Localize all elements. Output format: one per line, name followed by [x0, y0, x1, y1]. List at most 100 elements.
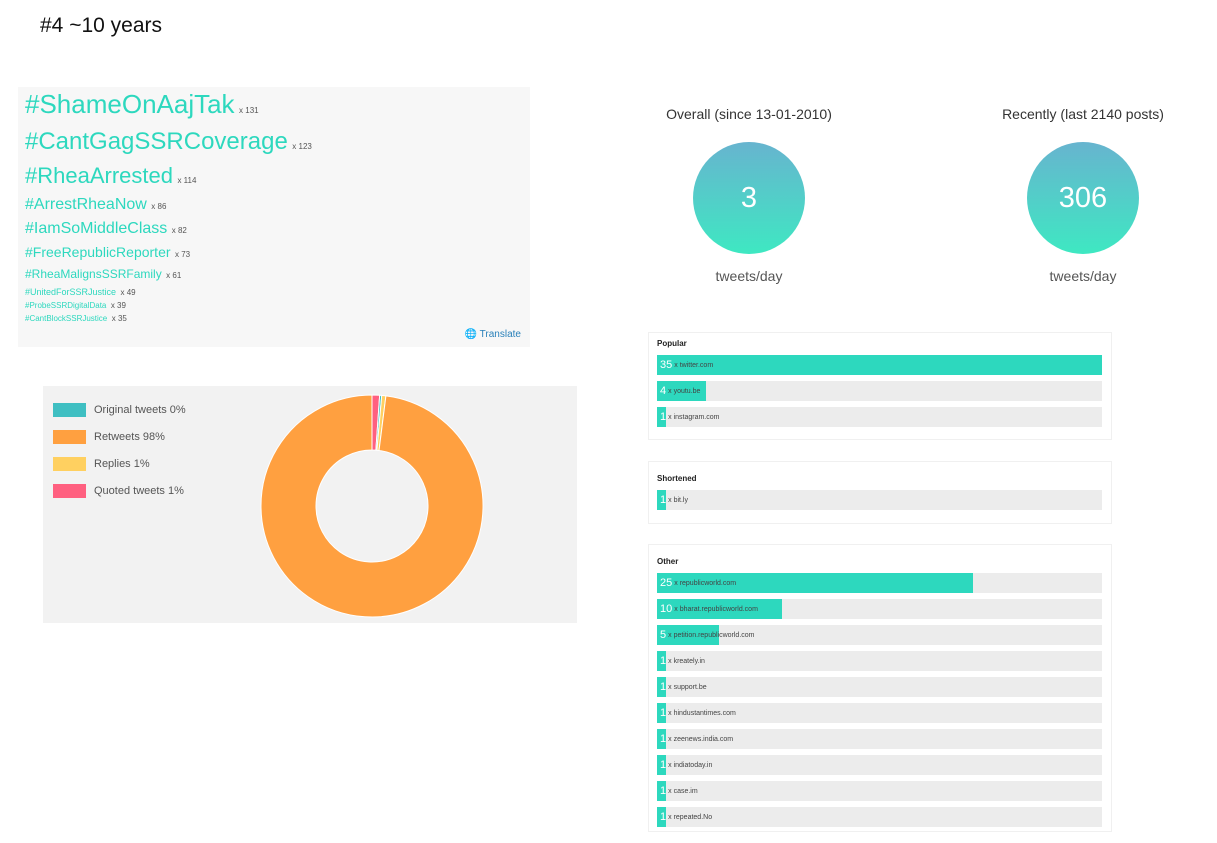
- domain-bar-fill: [657, 807, 666, 827]
- legend-swatch-original: [53, 402, 86, 417]
- domain-count: 1: [660, 759, 667, 771]
- domain-name[interactable]: x repeated.No: [668, 813, 713, 821]
- hashtag-count: x 61: [166, 271, 182, 280]
- hashtag-count: x 73: [174, 250, 191, 259]
- stat-recent: Recently (last 2140 posts) 306 tweets/da…: [973, 106, 1193, 284]
- hashtag-label[interactable]: #ShameOnAajTak: [25, 89, 235, 119]
- domain-count: 1: [660, 733, 667, 745]
- legend-label: Replies 1%: [94, 457, 150, 470]
- hashtag-item[interactable]: #ArrestRheaNow x 86: [25, 196, 166, 214]
- hashtag-label[interactable]: #CantBlockSSRJustice: [25, 314, 108, 323]
- hashtag-item[interactable]: #RheaMalignsSSRFamily x 61: [25, 265, 181, 283]
- domain-bar-fill: [657, 381, 706, 401]
- domain-name[interactable]: x bit.ly: [668, 496, 688, 504]
- domain-row[interactable]: 10 x bharat.republicworld.com: [657, 599, 1102, 619]
- panel-title: Other: [657, 557, 679, 566]
- hashtag-label[interactable]: #UnitedForSSRJustice: [25, 287, 117, 297]
- hashtag-label[interactable]: #IamSoMiddleClass: [25, 220, 168, 237]
- domain-count: 1: [660, 494, 667, 506]
- hashtag-count: x 123: [292, 142, 312, 151]
- domain-count: 1: [660, 655, 667, 667]
- domain-name[interactable]: x petition.republicworld.com: [668, 631, 755, 639]
- domain-bar-fill: [657, 599, 782, 619]
- hashtag-item[interactable]: #IamSoMiddleClass x 82: [25, 220, 187, 238]
- hashtag-label[interactable]: #CantGagSSRCoverage: [25, 128, 288, 155]
- domain-bar-fill: [657, 729, 666, 749]
- domain-row[interactable]: 25 x republicworld.com: [657, 573, 1102, 593]
- domain-bar-fill: [657, 625, 720, 645]
- stat-overall-value: 3: [740, 181, 758, 214]
- domain-name[interactable]: x kreately.in: [668, 657, 705, 665]
- hashtag-item[interactable]: #ShameOnAajTak x 131: [25, 89, 259, 120]
- domain-bar-fill: [657, 407, 666, 427]
- domain-name[interactable]: x indiatoday.in: [668, 761, 713, 769]
- domain-name[interactable]: x twitter.com: [674, 361, 714, 369]
- hashtag-item[interactable]: #ProbeSSRDigitalData x 39: [25, 295, 126, 313]
- hashtag-item[interactable]: #UnitedForSSRJustice x 49: [25, 282, 136, 300]
- domain-row-text: 25 x republicworld.com: [660, 573, 736, 593]
- domain-row[interactable]: 35 x twitter.com: [657, 355, 1102, 375]
- hashtag-label[interactable]: #RheaMalignsSSRFamily: [25, 267, 162, 281]
- hashtag-label[interactable]: #ArrestRheaNow: [25, 196, 147, 213]
- domain-bar-fill: [657, 573, 973, 593]
- chart-legend: Original tweets 0% Retweets 98% Replies …: [53, 396, 186, 504]
- domain-name[interactable]: x republicworld.com: [674, 579, 737, 587]
- hashtag-count: x 49: [120, 288, 136, 297]
- hashtag-count: x 131: [239, 106, 259, 115]
- legend-label: Retweets 98%: [94, 430, 165, 443]
- domain-name[interactable]: x youtu.be: [668, 387, 701, 395]
- domain-name[interactable]: x zeenews.india.com: [668, 735, 734, 743]
- hashtag-label[interactable]: #ProbeSSRDigitalData: [25, 301, 107, 310]
- domain-count: 35: [660, 359, 673, 371]
- hashtag-item[interactable]: #RheaArrested x 114: [25, 163, 196, 189]
- stat-recent-value: 306: [1058, 181, 1108, 214]
- legend-swatch-retweets: [53, 429, 86, 444]
- donut-slice-retweets[interactable]: [260, 394, 484, 618]
- domain-bar-fill: [657, 677, 666, 697]
- hashtag-item[interactable]: #FreeRepublicReporter x 73: [25, 244, 190, 262]
- hashtag-label[interactable]: #RheaArrested: [25, 163, 173, 188]
- domain-name[interactable]: x instagram.com: [668, 413, 720, 421]
- domain-count: 1: [660, 785, 667, 797]
- legend-item: Replies 1%: [53, 450, 186, 477]
- stat-recent-label: Recently (last 2140 posts): [1002, 106, 1164, 122]
- legend-swatch-quoted: [53, 483, 86, 498]
- domain-name[interactable]: x support.be: [668, 683, 707, 691]
- domains-other-panel: Other 25 x republicworld.com 10 x bharat.re…: [648, 544, 1112, 832]
- hashtag-item[interactable]: #CantGagSSRCoverage x 123: [25, 128, 312, 156]
- legend-label: Original tweets 0%: [94, 403, 186, 416]
- stat-overall: Overall (since 13-01-2010) 3 tweets/day: [639, 106, 859, 284]
- domain-bar-fill: [657, 781, 666, 801]
- translate-link[interactable]: 🌐 Translate: [465, 329, 521, 340]
- hashtag-count: x 39: [110, 301, 126, 310]
- domain-row-text: 35 x twitter.com: [660, 355, 713, 375]
- hashtag-label[interactable]: #FreeRepublicReporter: [25, 244, 171, 260]
- domain-name[interactable]: x bharat.republicworld.com: [674, 605, 758, 613]
- domain-name[interactable]: x case.im: [668, 787, 698, 795]
- domain-bar-fill: [657, 651, 666, 671]
- domain-bar-fill: [657, 703, 666, 723]
- hashtag-count: x 114: [177, 176, 197, 185]
- domain-count: 25: [660, 577, 673, 589]
- domain-name[interactable]: x hindustantimes.com: [668, 709, 736, 717]
- hashtag-item[interactable]: #CantBlockSSRJustice x 35: [25, 308, 127, 326]
